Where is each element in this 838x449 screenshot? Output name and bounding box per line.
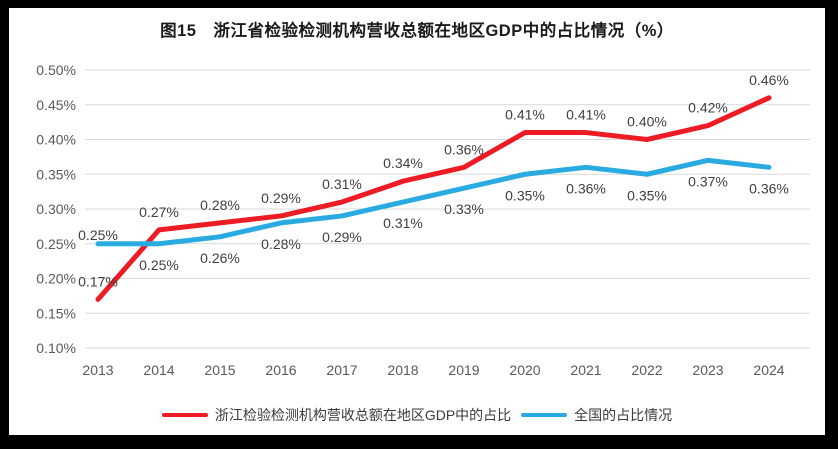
svg-text:0.25%: 0.25% [139, 257, 179, 273]
svg-text:2014: 2014 [143, 362, 174, 378]
svg-text:0.29%: 0.29% [322, 229, 362, 245]
svg-text:0.41%: 0.41% [505, 107, 545, 123]
svg-text:0.15%: 0.15% [36, 305, 76, 321]
legend-item-zhejiang: 浙江检验检测机构营收总额在地区GDP中的占比 [161, 405, 512, 425]
chart-legend: 浙江检验检测机构营收总额在地区GDP中的占比 全国的占比情况 [9, 405, 825, 425]
chart-title: 图15 浙江省检验检测机构营收总额在地区GDP中的占比情况（%） [160, 22, 674, 40]
legend-label-national: 全国的占比情况 [574, 407, 673, 423]
svg-text:2021: 2021 [570, 362, 601, 378]
svg-text:2019: 2019 [448, 362, 479, 378]
svg-text:0.25%: 0.25% [36, 236, 76, 252]
svg-text:0.45%: 0.45% [36, 97, 76, 113]
svg-text:0.30%: 0.30% [36, 201, 76, 217]
svg-text:0.31%: 0.31% [383, 215, 423, 231]
svg-text:0.40%: 0.40% [36, 132, 76, 148]
legend-label-zhejiang: 浙江检验检测机构营收总额在地区GDP中的占比 [214, 407, 512, 423]
svg-text:0.27%: 0.27% [139, 204, 179, 220]
svg-text:0.28%: 0.28% [200, 197, 240, 213]
svg-text:0.35%: 0.35% [505, 187, 545, 203]
svg-text:0.31%: 0.31% [322, 176, 362, 192]
svg-text:0.40%: 0.40% [627, 114, 667, 130]
svg-text:2020: 2020 [509, 362, 540, 378]
legend-swatch-blue-line [521, 412, 568, 418]
chart-canvas: 图15 浙江省检验检测机构营收总额在地区GDP中的占比情况（%） 0.50% 0.… [9, 8, 825, 435]
svg-text:2015: 2015 [204, 362, 235, 378]
legend-item-national: 全国的占比情况 [521, 405, 672, 425]
svg-text:0.36%: 0.36% [749, 180, 789, 196]
svg-text:2022: 2022 [631, 362, 662, 378]
svg-text:2024: 2024 [753, 362, 784, 378]
svg-text:0.26%: 0.26% [200, 250, 240, 266]
svg-text:0.33%: 0.33% [444, 201, 484, 217]
svg-text:0.50%: 0.50% [36, 62, 76, 78]
svg-text:0.20%: 0.20% [36, 271, 76, 287]
svg-text:2017: 2017 [326, 362, 357, 378]
svg-text:0.36%: 0.36% [444, 141, 484, 157]
svg-text:0.46%: 0.46% [749, 72, 789, 88]
svg-text:0.34%: 0.34% [383, 155, 423, 171]
legend-swatch-red-line [161, 412, 208, 418]
svg-text:0.41%: 0.41% [566, 107, 606, 123]
svg-text:0.35%: 0.35% [36, 166, 76, 182]
svg-text:0.10%: 0.10% [36, 340, 76, 356]
svg-text:2018: 2018 [387, 362, 418, 378]
line-chart: 0.50%0.45%0.40%0.35%0.30%0.25%0.20%0.15%… [36, 62, 810, 378]
svg-text:2013: 2013 [82, 362, 113, 378]
svg-text:0.17%: 0.17% [78, 273, 118, 289]
svg-text:0.28%: 0.28% [261, 236, 301, 252]
svg-text:0.29%: 0.29% [261, 190, 301, 206]
svg-text:2023: 2023 [692, 362, 723, 378]
svg-text:0.36%: 0.36% [566, 180, 606, 196]
svg-text:2016: 2016 [265, 362, 296, 378]
svg-text:0.35%: 0.35% [627, 187, 667, 203]
svg-text:0.25%: 0.25% [78, 227, 118, 243]
svg-text:0.42%: 0.42% [688, 100, 728, 116]
svg-text:0.37%: 0.37% [688, 173, 728, 189]
